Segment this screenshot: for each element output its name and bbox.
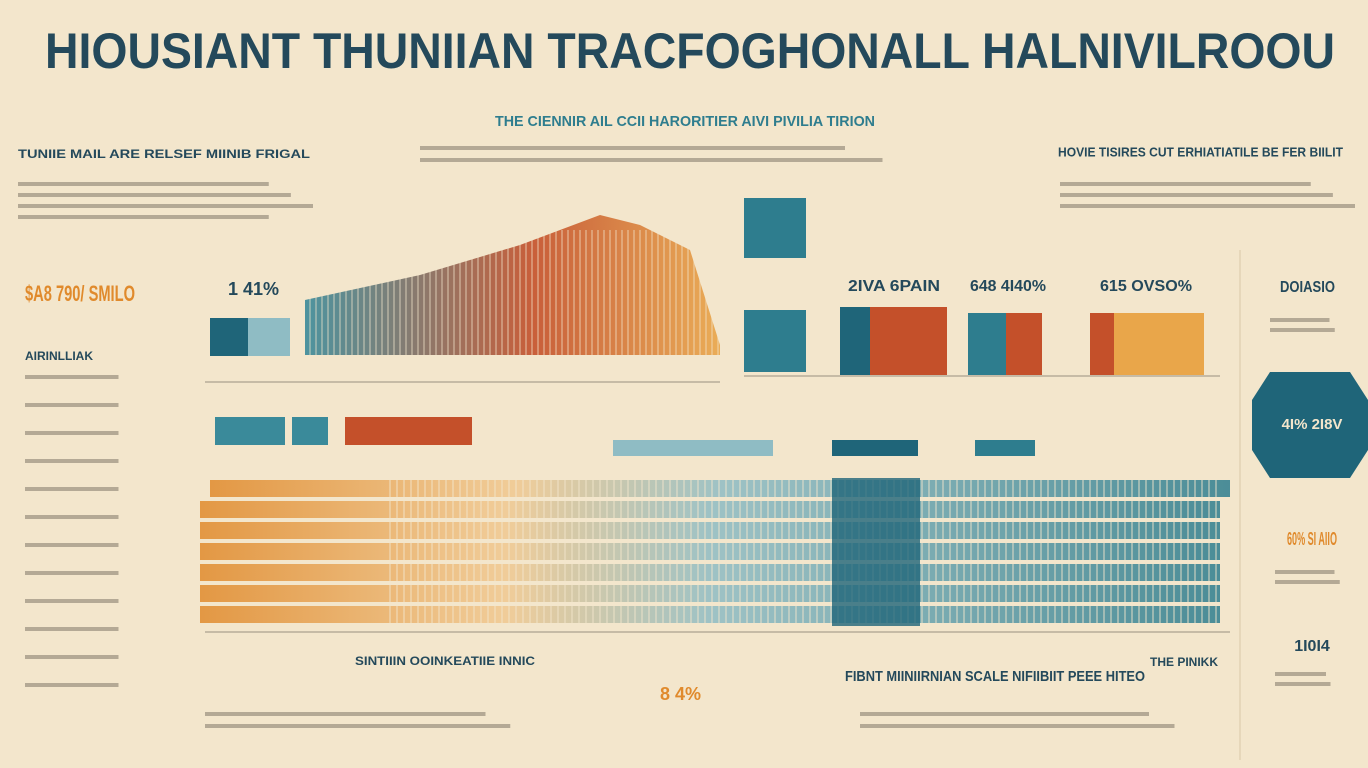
right-stat: DOIASIO — [1280, 279, 1335, 296]
hexagon-badge — [1252, 372, 1368, 478]
chip — [292, 417, 328, 445]
filler-line — [1275, 682, 1331, 686]
title: HIOUSIANT THUNIIAN TRACFOGHONALL HALNIVI… — [45, 23, 1335, 79]
filler-line — [420, 146, 845, 150]
footer-heading: FIBNT MIINIIRNIAN SCALE NIFIIBIIT PEEE H… — [845, 668, 1145, 685]
filler-line — [1060, 193, 1333, 197]
bar — [248, 318, 290, 356]
left-heading: TUNIIE MAIL ARE RELSEF MIINIB FRIGAL — [18, 147, 310, 161]
filler-line — [1275, 580, 1340, 584]
left-stat: $A8 790/ SMILO — [25, 281, 135, 306]
hbar — [200, 501, 1220, 518]
filler-line — [25, 599, 119, 603]
filler-line — [1275, 570, 1335, 574]
filler-line — [25, 515, 119, 519]
right-heading: HOVIE TISIRES CUT ERHIATIATILE BE FER BI… — [1058, 144, 1343, 159]
filler-line — [860, 712, 1149, 716]
bar — [870, 307, 947, 375]
chip — [345, 417, 472, 445]
footer-note: THE PINIKK — [1150, 655, 1218, 669]
filler-line — [860, 724, 1175, 728]
center-stat: 2IVA 6PAIN — [848, 278, 940, 295]
center-stat: 648 4I40% — [970, 278, 1046, 295]
hbar — [200, 543, 1220, 560]
filler-line — [1275, 672, 1326, 676]
filler-line — [1270, 318, 1330, 322]
bar — [210, 318, 248, 356]
bar — [1090, 313, 1114, 375]
filler-line — [25, 487, 119, 491]
filler-line — [18, 193, 291, 197]
filler-line — [25, 459, 119, 463]
filler-line — [18, 215, 269, 219]
filler-line — [205, 712, 486, 716]
bar — [744, 198, 806, 258]
filler-line — [1060, 204, 1355, 208]
hbar — [200, 585, 1220, 602]
bar — [1006, 313, 1042, 375]
left-label: AIRINLLIAK — [25, 349, 93, 363]
filler-line — [25, 627, 119, 631]
right-stat: 1I0I4 — [1294, 638, 1330, 655]
filler-line — [420, 158, 883, 162]
filler-line — [25, 543, 119, 547]
bar — [840, 307, 870, 375]
hbar — [210, 480, 1230, 497]
bar — [1114, 313, 1204, 375]
filler-line — [25, 431, 119, 435]
bar — [832, 440, 918, 456]
filler-line — [18, 204, 313, 208]
filler-line — [25, 375, 119, 379]
column — [832, 478, 920, 626]
bar — [975, 440, 1035, 456]
center-stat: 1 41% — [228, 279, 279, 299]
filler-line — [25, 571, 119, 575]
chip — [215, 417, 285, 445]
footer-stat: 8 4% — [660, 684, 701, 704]
filler-line — [25, 683, 119, 687]
filler-line — [1270, 328, 1335, 332]
filler-line — [18, 182, 269, 186]
bar — [613, 440, 773, 456]
filler-line — [1060, 182, 1311, 186]
filler-line — [205, 724, 511, 728]
right-stat: 60% SI AIIO — [1287, 529, 1337, 549]
badge-stat: 4I% 2I8V — [1282, 416, 1343, 433]
footer-heading: SINTIIIN OOINKEATIIE INNIC — [355, 654, 535, 668]
bar — [968, 313, 1006, 375]
bar — [744, 310, 806, 372]
center-stat: 615 OVSO% — [1100, 278, 1192, 295]
hbar — [200, 606, 1220, 623]
filler-line — [25, 655, 119, 659]
decoration — [18, 146, 1355, 760]
hbar — [200, 564, 1220, 581]
filler-line — [25, 403, 119, 407]
subtitle: THE CIENNIR AIL CCII HARORITIER AIVI PIV… — [495, 113, 875, 130]
hbar — [200, 522, 1220, 539]
